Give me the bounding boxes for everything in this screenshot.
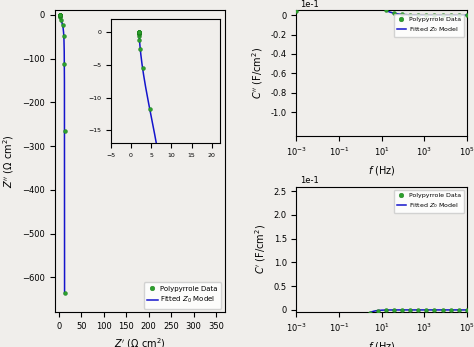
Polypyrrole Data bbox=[375, 1, 381, 6]
Polypyrrole Data bbox=[448, 308, 454, 312]
Polypyrrole Data bbox=[391, 308, 397, 312]
Fitted $Z_0$ Model bbox=[459, 308, 465, 312]
Polypyrrole Data bbox=[57, 13, 63, 17]
Legend: Polypyrrole Data, Fitted $Z_0$ Model: Polypyrrole Data, Fitted $Z_0$ Model bbox=[393, 14, 464, 37]
Fitted $Z_0$ Model bbox=[459, 308, 465, 312]
Polypyrrole Data bbox=[448, 13, 454, 17]
Fitted $Z_0$ Model bbox=[428, 13, 434, 17]
Polypyrrole Data bbox=[407, 13, 413, 17]
Polypyrrole Data bbox=[61, 34, 67, 38]
Polypyrrole Data bbox=[57, 13, 63, 17]
Polypyrrole Data bbox=[383, 308, 389, 312]
Polypyrrole Data bbox=[383, 8, 389, 12]
Polypyrrole Data bbox=[358, 321, 364, 325]
Polypyrrole Data bbox=[302, 2, 308, 6]
Polypyrrole Data bbox=[57, 13, 63, 17]
Polypyrrole Data bbox=[57, 14, 63, 18]
Polypyrrole Data bbox=[399, 308, 405, 312]
Polypyrrole Data bbox=[57, 13, 63, 17]
Fitted $Z_0$ Model bbox=[57, 13, 63, 17]
Polypyrrole Data bbox=[57, 13, 63, 17]
X-axis label: $Z'$ (Ω cm$^2$): $Z'$ (Ω cm$^2$) bbox=[114, 337, 165, 347]
Y-axis label: $C'$ (F/cm$^2$): $C'$ (F/cm$^2$) bbox=[253, 225, 268, 274]
Polypyrrole Data bbox=[432, 13, 438, 17]
Polypyrrole Data bbox=[57, 13, 63, 17]
Fitted $Z_0$ Model bbox=[293, 8, 299, 12]
Polypyrrole Data bbox=[57, 13, 63, 17]
Line: Fitted $Z_0$ Model: Fitted $Z_0$ Model bbox=[296, 0, 467, 15]
Polypyrrole Data bbox=[415, 308, 421, 312]
Polypyrrole Data bbox=[58, 18, 64, 22]
Polypyrrole Data bbox=[464, 308, 470, 312]
Line: Polypyrrole Data: Polypyrrole Data bbox=[58, 13, 66, 295]
Fitted $Z_0$ Model bbox=[464, 13, 470, 17]
Line: Fitted $Z_0$ Model: Fitted $Z_0$ Model bbox=[60, 15, 64, 294]
Polypyrrole Data bbox=[57, 13, 63, 17]
Fitted $Z_0$ Model bbox=[57, 13, 63, 17]
Polypyrrole Data bbox=[432, 308, 438, 312]
Polypyrrole Data bbox=[391, 11, 397, 15]
Fitted $Z_0$ Model bbox=[57, 13, 63, 17]
Fitted $Z_0$ Model bbox=[459, 13, 465, 17]
Polypyrrole Data bbox=[57, 13, 63, 17]
Polypyrrole Data bbox=[60, 23, 65, 27]
Fitted $Z_0$ Model bbox=[302, 1, 308, 6]
Polypyrrole Data bbox=[57, 15, 63, 19]
Polypyrrole Data bbox=[407, 308, 413, 312]
Polypyrrole Data bbox=[57, 13, 63, 17]
Fitted $Z_0$ Model bbox=[57, 13, 63, 17]
Polypyrrole Data bbox=[440, 13, 446, 17]
Polypyrrole Data bbox=[62, 129, 67, 133]
Fitted $Z_0$ Model bbox=[372, 0, 378, 2]
Polypyrrole Data bbox=[367, 311, 373, 315]
Fitted $Z_0$ Model bbox=[372, 309, 378, 313]
Fitted $Z_0$ Model bbox=[464, 308, 470, 312]
Fitted $Z_0$ Model bbox=[376, 3, 382, 8]
Fitted $Z_0$ Model bbox=[428, 308, 434, 312]
Polypyrrole Data bbox=[57, 13, 63, 17]
Line: Polypyrrole Data: Polypyrrole Data bbox=[294, 308, 469, 347]
Legend: Polypyrrole Data, Fitted $Z_0$ Model: Polypyrrole Data, Fitted $Z_0$ Model bbox=[144, 282, 221, 309]
Y-axis label: $C''$ (F/cm$^2$): $C''$ (F/cm$^2$) bbox=[250, 47, 265, 99]
Polypyrrole Data bbox=[62, 62, 67, 66]
Fitted $Z_0$ Model bbox=[57, 13, 63, 17]
Polypyrrole Data bbox=[440, 308, 446, 312]
Fitted $Z_0$ Model bbox=[57, 13, 63, 17]
Fitted $Z_0$ Model bbox=[62, 291, 67, 296]
Polypyrrole Data bbox=[399, 12, 405, 16]
Polypyrrole Data bbox=[350, 343, 356, 347]
Polypyrrole Data bbox=[415, 13, 421, 17]
Polypyrrole Data bbox=[423, 13, 429, 17]
Polypyrrole Data bbox=[375, 308, 381, 313]
Fitted $Z_0$ Model bbox=[62, 122, 67, 126]
Legend: Polypyrrole Data, Fitted $Z_0$ Model: Polypyrrole Data, Fitted $Z_0$ Model bbox=[393, 190, 464, 213]
Polypyrrole Data bbox=[456, 13, 462, 17]
Line: Polypyrrole Data: Polypyrrole Data bbox=[294, 0, 469, 17]
Polypyrrole Data bbox=[423, 308, 429, 312]
Polypyrrole Data bbox=[57, 13, 63, 17]
Fitted $Z_0$ Model bbox=[376, 308, 382, 312]
Polypyrrole Data bbox=[456, 308, 462, 312]
Text: 1e-1: 1e-1 bbox=[300, 0, 319, 9]
Polypyrrole Data bbox=[57, 13, 63, 17]
X-axis label: $f$ (Hz): $f$ (Hz) bbox=[368, 164, 395, 177]
Polypyrrole Data bbox=[62, 291, 67, 296]
Polypyrrole Data bbox=[293, 8, 299, 12]
X-axis label: $f$ (Hz): $f$ (Hz) bbox=[368, 340, 395, 347]
Fitted $Z_0$ Model bbox=[459, 13, 465, 17]
Text: 1e-1: 1e-1 bbox=[300, 176, 319, 185]
Y-axis label: $Z''$ (Ω cm$^2$): $Z''$ (Ω cm$^2$) bbox=[1, 135, 17, 188]
Line: Fitted $Z_0$ Model: Fitted $Z_0$ Model bbox=[296, 310, 467, 347]
Polypyrrole Data bbox=[464, 13, 470, 17]
Polypyrrole Data bbox=[57, 13, 63, 17]
